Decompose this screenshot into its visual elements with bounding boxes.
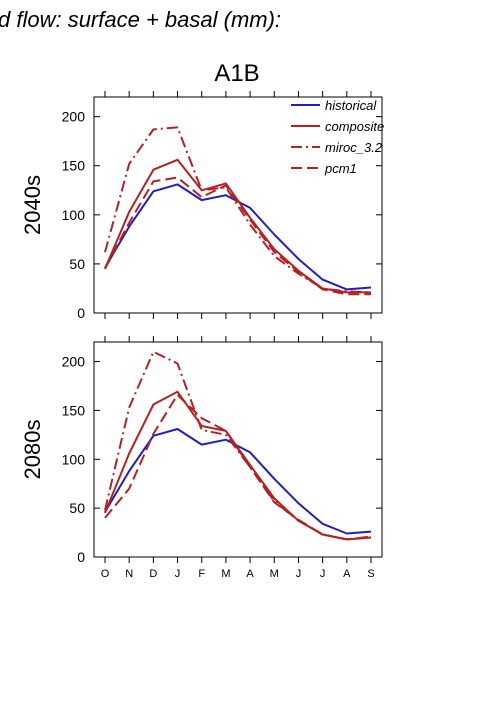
panel-label: 2040s bbox=[20, 175, 45, 235]
series-line-composite bbox=[104, 158, 371, 294]
x-tick-label: M bbox=[221, 568, 230, 580]
x-tick-label: M bbox=[270, 568, 279, 580]
y-tick-label: 100 bbox=[62, 451, 86, 467]
x-tick-label: J bbox=[175, 568, 181, 580]
legend-label-composite: composite bbox=[325, 119, 384, 134]
series-line-pcm1 bbox=[104, 393, 372, 541]
y-tick-label: 50 bbox=[69, 500, 85, 516]
panel-frame bbox=[93, 96, 383, 314]
chart-title: A1B bbox=[214, 60, 259, 87]
legend-label-pcm1: pcm1 bbox=[324, 161, 357, 176]
y-tick-label: 150 bbox=[62, 402, 86, 418]
y-tick-label: 50 bbox=[69, 256, 85, 272]
panel-frame bbox=[93, 341, 383, 558]
x-tick-label: J bbox=[296, 568, 302, 580]
x-tick-label: N bbox=[125, 568, 133, 580]
x-tick-label: D bbox=[149, 568, 157, 580]
panel-2040s: 0 50 100 150 200 2040s historical composite miro… bbox=[20, 91, 384, 321]
x-tick-label: A bbox=[343, 568, 351, 580]
y-tick-label: 0 bbox=[77, 305, 85, 321]
series-line-miroc_3.2 bbox=[104, 350, 372, 541]
y-tick-label: 150 bbox=[62, 158, 86, 174]
panel-2080s: 0 50 100 150 200 O N D J F M A M J J A S 2080s bbox=[20, 336, 383, 580]
x-tick-label: O bbox=[101, 568, 110, 580]
y-tick-label: 200 bbox=[62, 109, 86, 125]
panel-label: 2080s bbox=[20, 420, 45, 480]
series-line-historical bbox=[104, 428, 372, 535]
y-tick-label: 200 bbox=[62, 354, 86, 370]
legend: historical composite miroc_3.2 pcm1 bbox=[291, 98, 384, 176]
chart-panels: 0 50 100 150 200 2040s historical composite miro… bbox=[20, 91, 384, 580]
series-line-pcm1 bbox=[104, 176, 371, 296]
legend-label-historical: historical bbox=[325, 98, 377, 113]
y-tick-label: 0 bbox=[77, 549, 85, 565]
x-tick-label: F bbox=[198, 568, 205, 580]
x-tick-label: S bbox=[367, 568, 374, 580]
x-tick-label: A bbox=[246, 568, 254, 580]
series-line-composite bbox=[104, 390, 372, 541]
y-tick-label: 100 bbox=[62, 207, 86, 223]
legend-label-miroc_3.2: miroc_3.2 bbox=[325, 140, 383, 155]
page-header: d flow: surface + basal (mm): bbox=[0, 7, 281, 32]
x-tick-label: J bbox=[320, 568, 326, 580]
series-line-miroc_3.2 bbox=[104, 126, 372, 294]
